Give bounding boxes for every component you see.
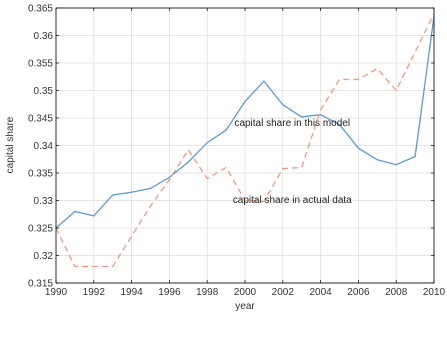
annotations: capital share in this model capital share… bbox=[233, 118, 352, 206]
y-tick-label: 0.35 bbox=[34, 86, 54, 97]
tick-marks bbox=[55, 7, 435, 284]
y-tick-labels: 0.315 0.32 0.325 0.33 0.335 0.34 0.345 0.35 0.35… bbox=[28, 4, 53, 290]
y-tick-label: 0.32 bbox=[34, 251, 54, 262]
y-tick-label: 0.345 bbox=[28, 114, 53, 125]
y-tick-label: 0.315 bbox=[28, 279, 53, 290]
series-line-actual bbox=[55, 13, 435, 268]
y-tick-label: 0.335 bbox=[28, 169, 53, 180]
series-layer bbox=[55, 13, 435, 268]
x-tick-label: 1990 bbox=[45, 287, 68, 298]
x-tick-labels: 1990 1992 1994 1996 1998 2000 2002 2004 2006 2008… bbox=[45, 287, 446, 298]
x-tick-label: 2002 bbox=[272, 287, 295, 298]
x-tick-label: 2004 bbox=[309, 287, 332, 298]
y-tick-label: 0.325 bbox=[28, 224, 53, 235]
x-tick-label: 1992 bbox=[83, 287, 106, 298]
x-tick-label: 1994 bbox=[120, 287, 143, 298]
y-tick-label: 0.34 bbox=[34, 141, 54, 152]
x-tick-label: 2008 bbox=[385, 287, 408, 298]
series-annotation: capital share in actual data bbox=[233, 195, 352, 206]
y-tick-label: 0.365 bbox=[28, 4, 53, 15]
x-tick-label: 2010 bbox=[423, 287, 446, 298]
y-tick-label: 0.33 bbox=[34, 196, 54, 207]
y-axis-label: capital share bbox=[5, 116, 16, 173]
x-tick-label: 1998 bbox=[196, 287, 219, 298]
y-tick-label: 0.36 bbox=[34, 31, 54, 42]
y-tick-label: 0.355 bbox=[28, 59, 53, 70]
x-tick-label: 2006 bbox=[347, 287, 370, 298]
x-axis-label: year bbox=[235, 301, 255, 312]
x-tick-label: 1996 bbox=[158, 287, 181, 298]
x-tick-label: 2000 bbox=[234, 287, 257, 298]
series-annotation: capital share in this model bbox=[234, 118, 350, 129]
series-line-model bbox=[55, 16, 435, 229]
